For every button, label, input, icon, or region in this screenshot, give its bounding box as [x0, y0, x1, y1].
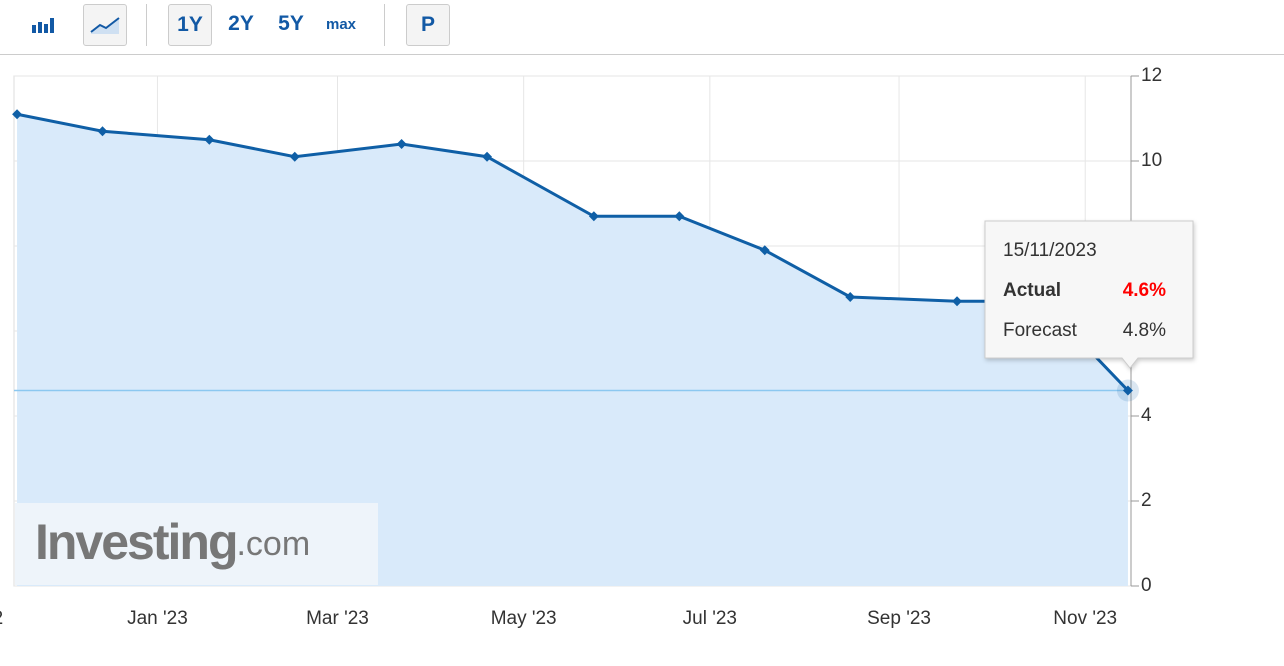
p-button[interactable]: P — [406, 4, 450, 46]
separator — [384, 4, 385, 46]
y-tick-label: 2 — [1141, 490, 1152, 511]
y-tick-label: 0 — [1141, 575, 1152, 596]
range-button[interactable]: 2Y — [228, 12, 254, 35]
x-tick-label: Mar '23 — [306, 608, 369, 629]
separator — [146, 4, 147, 46]
point — [952, 296, 962, 307]
x-tick-label: Jan '23 — [127, 608, 188, 629]
y-tick-label: 10 — [1141, 150, 1162, 171]
toolbar: 1Y 2Y 5Y max P — [0, 0, 1284, 55]
point — [674, 211, 685, 222]
tooltip-forecast-label: Forecast — [1003, 320, 1078, 341]
x-tick-label: Jul '23 — [683, 608, 737, 629]
point — [759, 245, 770, 256]
tooltip-actual-label: Actual — [1003, 280, 1061, 301]
point — [396, 139, 407, 149]
line-chart-button[interactable] — [83, 4, 127, 46]
chart: Nov '22 Jan '23 Mar '23 May '23 Jul '23 Sep '… — [0, 65, 1194, 629]
range-button[interactable]: 5Y — [278, 12, 304, 35]
point — [482, 151, 492, 162]
tooltip-forecast: 4.8% — [1123, 320, 1166, 341]
area — [17, 114, 1128, 586]
point — [845, 292, 856, 302]
point — [204, 134, 215, 145]
tooltip-box — [984, 220, 1194, 369]
watermark-suffix: .com — [236, 525, 310, 563]
point — [97, 126, 108, 137]
bar-chart-icon[interactable] — [28, 12, 64, 38]
x-tick-label: Nov '23 — [1053, 608, 1117, 629]
x-tick-label: May '23 — [491, 608, 557, 629]
range-button[interactable]: 1Y — [168, 4, 212, 46]
tooltip-actual: 4.6% — [1123, 280, 1166, 301]
line-chart-icon — [90, 17, 120, 34]
y-tick-label: 12 — [1141, 65, 1162, 86]
watermark-brand: Investing — [35, 514, 236, 570]
range-button[interactable]: max — [325, 15, 357, 33]
point — [1122, 385, 1133, 396]
y-tick-label: 4 — [1141, 405, 1152, 426]
hover-halo — [1116, 379, 1139, 402]
watermark-background — [15, 503, 378, 585]
x-tick-label: Sep '23 — [867, 608, 931, 629]
point — [289, 151, 300, 162]
point — [588, 211, 599, 222]
watermark: Investing.com — [35, 514, 310, 570]
x-tick-label: Nov '22 — [0, 608, 3, 629]
tooltip-date: 15/11/2023 — [1003, 240, 1097, 261]
